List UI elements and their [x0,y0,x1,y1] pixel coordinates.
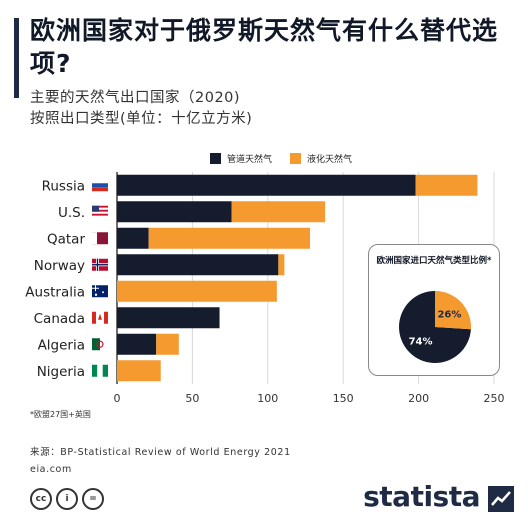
pie-slice-lng [435,291,471,330]
pie-label: 26% [437,309,461,320]
pie-chart: 74% 26% [399,291,471,363]
pie-inset: 欧洲国家进口天然气类型比例* 74% 26% [368,244,500,376]
bar-pipeline [117,333,157,355]
russia-flag-icon [92,179,108,192]
bar-row-russia: Russia [42,174,478,196]
page-title: 欧洲国家对于俄罗斯天然气有什么替代选项? [30,16,499,78]
us-flag-icon [92,205,108,218]
legend-swatch-lng [290,153,302,164]
qatar-flag-icon [92,232,108,245]
legend-item-lng: 液化天然气 [290,152,352,165]
x-tick-label: 100 [257,392,278,405]
source-line-1: 来源：BP-Statistical Review of World Energy… [30,447,291,458]
statista-logo[interactable]: statista [363,480,480,513]
canada-flag-icon [92,311,108,324]
nigeria-flag-icon [92,364,108,377]
australia-flag-icon [92,285,108,298]
legend-label-pipeline: 管道天然气 [227,155,273,165]
norway-flag-icon [92,258,108,271]
category-label: Qatar [47,231,85,247]
x-tick-label: 200 [408,392,429,405]
bar-row-us: U.S. [58,201,326,223]
x-tick-label: 250 [484,392,505,405]
algeria-flag-icon [92,338,108,351]
x-tick-label: 50 [185,392,199,405]
pie-label: 74% [409,337,433,348]
title-accent-bar [14,18,19,98]
bar-row-qatar: Qatar [47,227,311,249]
bar-pipeline [117,307,220,329]
bar-pipeline [117,227,149,249]
bar-row-canada: Canada [34,307,220,329]
bar-pipeline [117,201,232,223]
source-note: 来源：BP-Statistical Review of World Energy… [30,444,291,478]
category-label: Australia [25,284,85,300]
bar-lng [278,254,285,276]
category-label: Russia [42,178,85,194]
x-tick-label: 0 [114,392,121,405]
cc-license-icon[interactable]: cc [30,488,52,510]
bar-lng [148,227,311,249]
category-label: Algeria [38,337,85,353]
chart-subtitle: 主要的天然气出口国家（2020) 按照出口类型(单位：十亿立方米) [30,88,252,130]
legend-swatch-pipeline [210,153,221,164]
bar-lng [117,360,161,382]
category-label: Canada [34,311,85,327]
bar-row-nigeria: Nigeria [37,360,161,382]
category-label: U.S. [58,205,85,221]
bar-row-norway: Norway [34,254,285,276]
pie-slice-pipeline [399,291,471,363]
x-tick-label: 150 [333,392,354,405]
bar-pipeline [117,254,279,276]
bar-pipeline [117,174,416,196]
category-label: Nigeria [37,364,85,380]
bar-lng [415,174,478,196]
subtitle-line-1: 主要的天然气出口国家（2020) [30,90,241,106]
chart-legend: 管道天然气 液化天然气 [210,152,352,165]
statista-logo-mark-icon [488,486,514,512]
attribution-icon[interactable]: i [56,488,78,510]
bar-row-australia: Australia [25,280,277,302]
legend-item-pipeline: 管道天然气 [210,152,272,165]
bar-row-algeria: Algeria [38,333,179,355]
category-label: Norway [34,258,85,274]
bar-lng [156,333,179,355]
bar-lng [231,201,326,223]
source-line-2: eia.com [30,464,72,475]
legend-label-lng: 液化天然气 [307,155,353,165]
pie-title: 欧洲国家进口天然气类型比例* [376,256,492,266]
no-derivatives-icon[interactable]: = [82,488,104,510]
footnote: *欧盟27国+英国 [30,410,91,419]
bar-lng [117,280,277,302]
subtitle-line-2: 按照出口类型(单位：十亿立方米) [30,111,253,127]
